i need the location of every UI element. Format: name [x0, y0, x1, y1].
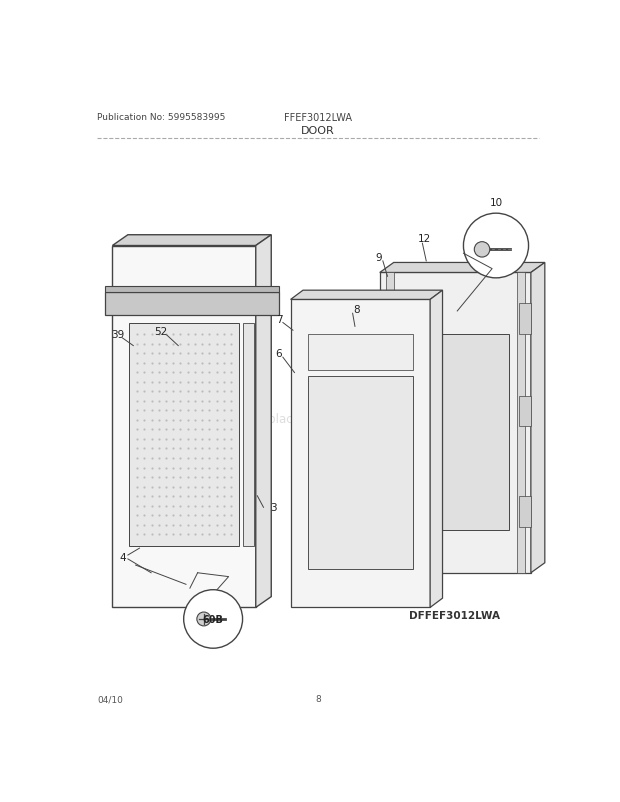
Polygon shape [308, 334, 413, 371]
Polygon shape [105, 293, 279, 315]
Text: 8: 8 [315, 695, 321, 703]
Polygon shape [520, 304, 531, 334]
Polygon shape [402, 334, 509, 531]
Polygon shape [531, 263, 545, 573]
Text: 7: 7 [276, 314, 282, 324]
Polygon shape [105, 286, 279, 293]
Text: 4: 4 [119, 553, 126, 563]
Polygon shape [130, 323, 239, 546]
Text: 6: 6 [276, 349, 282, 358]
Text: 9: 9 [375, 253, 381, 263]
Text: 12: 12 [418, 233, 432, 244]
Polygon shape [520, 396, 531, 427]
Text: DOOR: DOOR [301, 125, 335, 136]
Text: 04/10: 04/10 [97, 695, 123, 703]
Polygon shape [308, 377, 413, 569]
Circle shape [474, 242, 490, 257]
Text: Publication No: 5995583995: Publication No: 5995583995 [97, 113, 225, 122]
Polygon shape [379, 273, 531, 573]
Text: FFEF3012LWA: FFEF3012LWA [284, 113, 352, 124]
Text: 10: 10 [489, 198, 503, 208]
Circle shape [463, 214, 528, 278]
Text: 8: 8 [353, 305, 360, 315]
Polygon shape [517, 273, 525, 573]
Polygon shape [430, 291, 443, 608]
Polygon shape [291, 300, 430, 608]
Polygon shape [386, 273, 394, 573]
Text: 3: 3 [270, 503, 277, 512]
Polygon shape [112, 246, 255, 608]
Circle shape [197, 612, 211, 626]
Text: 60B: 60B [203, 614, 224, 624]
Polygon shape [255, 236, 272, 608]
Text: DFFEF3012LWA: DFFEF3012LWA [409, 610, 500, 620]
Polygon shape [242, 323, 254, 546]
Circle shape [184, 590, 242, 648]
Polygon shape [520, 496, 531, 527]
Polygon shape [291, 291, 443, 300]
Text: eReplacementParts.com: eReplacementParts.com [246, 413, 389, 426]
Polygon shape [112, 236, 272, 246]
Text: 52: 52 [154, 326, 168, 337]
Text: 39: 39 [111, 330, 125, 339]
Polygon shape [379, 263, 545, 273]
